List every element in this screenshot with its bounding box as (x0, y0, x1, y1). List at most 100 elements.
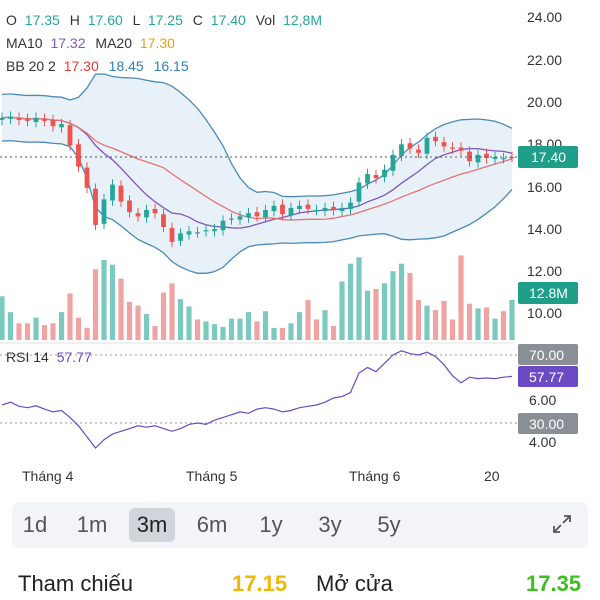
volume-bar (415, 300, 422, 340)
rsi-polyline (1, 350, 513, 449)
candle-body (373, 175, 379, 179)
candle-body (424, 137, 430, 154)
price-axis-label: 10.00 (527, 305, 562, 321)
volume-bar (237, 318, 243, 340)
volume-bar (58, 312, 65, 340)
candle-body (322, 207, 328, 212)
candle-body (237, 216, 243, 220)
candle-body (390, 154, 396, 171)
reference-label: Tham chiếu (18, 571, 133, 596)
volume-bar (186, 306, 192, 340)
candle-body (135, 213, 141, 217)
rsi-line (1, 350, 513, 449)
rsi-upper-tag-label: 70.00 (529, 347, 564, 363)
rsi-axis-label: 6.00 (529, 392, 556, 408)
reference-value: 17.15 (232, 571, 288, 596)
candle-body (348, 202, 353, 209)
candle-body (475, 154, 481, 163)
open-value: 17.35 (526, 571, 582, 596)
volume-bar (279, 327, 286, 340)
price-axis-label: 22.00 (527, 52, 562, 68)
volume-tag (518, 282, 578, 304)
rsi-lower-tag (518, 413, 578, 434)
candle-body (382, 169, 387, 178)
candle-body (288, 207, 294, 216)
volume-bar (483, 307, 490, 340)
volume-bar (92, 269, 99, 340)
volume-bar (449, 319, 456, 340)
timeframe-5y[interactable]: 5y (377, 512, 401, 537)
volume-bars (0, 255, 515, 340)
candle-body (492, 157, 498, 160)
x-axis-label: Tháng 6 (349, 468, 401, 484)
current-price-tag-label: 17.40 (531, 149, 566, 165)
volume-bar (441, 300, 447, 340)
candle-body (263, 210, 268, 218)
x-axis-label: Tháng 5 (186, 468, 238, 484)
candle-body (467, 151, 472, 162)
volume-bar (194, 319, 201, 340)
x-axis-label: Tháng 4 (22, 468, 74, 484)
candle-body (203, 230, 209, 232)
ohlc-legend: O 17.35 H 17.60 L 17.25 C 17.40 Vol 12,8… (6, 12, 322, 28)
volume-bar (381, 283, 388, 340)
expand-icon[interactable] (550, 512, 574, 536)
timeframe-1m[interactable]: 1m (76, 512, 108, 537)
volume-bar (41, 325, 48, 340)
volume-bar (203, 321, 209, 340)
volume-bar (466, 303, 473, 340)
rsi-legend: RSI 14 57.77 (6, 349, 92, 365)
candle-body (84, 167, 90, 188)
volume-bar (305, 300, 311, 340)
timeframe-3y[interactable]: 3y (318, 512, 342, 537)
volume-bar (509, 300, 515, 340)
volume-bar (109, 264, 116, 340)
volume-bar (33, 317, 39, 340)
candle-body (76, 144, 81, 167)
volume-bar (0, 296, 5, 340)
volume-bar (211, 324, 218, 340)
price-chart[interactable]: O 17.35 H 17.60 L 17.25 C 17.40 Vol 12,8… (0, 0, 600, 495)
candle-body (8, 116, 13, 119)
volume-bar (101, 260, 107, 340)
candle-body (93, 188, 98, 225)
volume-bar (254, 321, 260, 340)
volume-bar (177, 299, 184, 340)
candle-body (433, 136, 438, 142)
rsi-axis-label: 4.00 (529, 434, 556, 450)
timeframe-6m[interactable]: 6m (196, 512, 228, 537)
volume-bar (24, 323, 31, 340)
candle-body (271, 205, 277, 212)
price-axis-label: 20.00 (527, 94, 562, 110)
volume-bar (67, 293, 73, 340)
volume-bar (500, 311, 507, 340)
current-price-tag (518, 146, 578, 168)
timeframe-1d[interactable]: 1d (22, 512, 48, 537)
candle-body (50, 119, 56, 127)
volume-bar (356, 257, 362, 340)
timeframe-3m[interactable]: 3m (129, 508, 175, 542)
candle-body (441, 142, 447, 147)
bb-fill (2, 74, 512, 274)
candles (0, 111, 515, 248)
volume-bar (84, 327, 90, 340)
rsi-value-tag (518, 366, 578, 387)
volume-bar (271, 327, 277, 340)
candle-body (110, 184, 115, 201)
candle-body (416, 149, 421, 153)
candle-body (16, 117, 22, 120)
timeframe-1y[interactable]: 1y (259, 512, 283, 537)
candle-body (169, 228, 175, 242)
volume-bar (16, 323, 22, 340)
candle-body (118, 185, 124, 202)
volume-bar (407, 273, 413, 340)
volume-bar (75, 317, 82, 340)
candle-body (0, 117, 5, 120)
candle-body (152, 209, 158, 214)
candle-body (246, 213, 251, 218)
rsi-upper-tag (518, 344, 578, 365)
x-axis-label: 20 (484, 468, 500, 484)
volume-bar (160, 292, 167, 340)
candle-body (509, 157, 515, 159)
candle-body (314, 210, 319, 212)
